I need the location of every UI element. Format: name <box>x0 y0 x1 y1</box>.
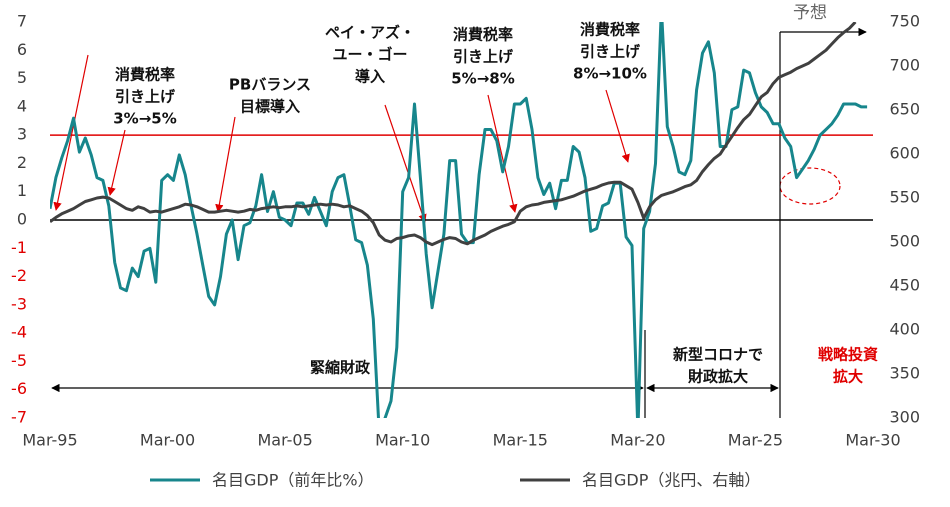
arrow <box>605 89 630 163</box>
annotation: 新型コロナで <box>673 346 763 364</box>
y-tick-label: 3 <box>17 125 27 144</box>
y2-tick-label: 750 <box>889 12 920 31</box>
arrow <box>107 129 126 196</box>
x-tick-label: Mar-05 <box>257 431 312 450</box>
annotation: 引き上げ <box>580 43 641 61</box>
y2-tick-label: 300 <box>889 408 920 427</box>
x-tick-label: Mar-00 <box>140 431 195 450</box>
x-tick-label: Mar-95 <box>22 431 77 450</box>
x-tick-label: Mar-15 <box>493 431 548 450</box>
y-tick-label: -3 <box>11 294 27 313</box>
period-markers <box>51 27 867 418</box>
y2-tick-label: 650 <box>889 100 920 119</box>
y2-tick-label: 550 <box>889 188 920 207</box>
series-line <box>50 22 868 418</box>
arrow <box>215 116 236 213</box>
annotation: 8%→10% <box>573 65 647 83</box>
y-tick-label: 2 <box>17 153 27 172</box>
annotation: 消費税率 <box>453 26 513 44</box>
y-tick-label: -6 <box>11 379 27 398</box>
annotation: 引き上げ <box>453 48 514 66</box>
x-tick-label: Mar-10 <box>375 431 430 450</box>
annotation: 消費税率 <box>580 21 640 39</box>
x-tick-label: Mar-30 <box>845 431 900 450</box>
y-tick-label: 6 <box>17 40 27 59</box>
y2-tick-label: 700 <box>889 56 920 75</box>
y-tick-label: 4 <box>17 96 27 115</box>
arrows <box>53 54 841 223</box>
annotation: ペイ・アズ・ <box>325 24 415 42</box>
y-tick-label: -1 <box>11 238 27 257</box>
y2-tick-label: 350 <box>889 364 920 383</box>
annotation: 財政拡大 <box>687 368 748 386</box>
annotation: PBバランス <box>229 76 311 94</box>
annotation: 消費税率 <box>115 66 175 84</box>
annotation: 目標導入 <box>240 98 300 116</box>
annotation: 戦略投資 <box>818 346 878 364</box>
arrow <box>487 94 518 213</box>
highlight-ellipse <box>779 167 841 205</box>
y2-tick-label: 500 <box>889 232 920 251</box>
y-tick-label: -5 <box>11 351 27 370</box>
x-tick-label: Mar-25 <box>728 431 783 450</box>
y-tick-label: 1 <box>17 181 27 200</box>
annotation: 5%→8% <box>451 70 515 88</box>
arrow <box>53 54 89 211</box>
y-tick-label: -7 <box>11 408 27 427</box>
y-tick-label: -2 <box>11 266 27 285</box>
y2-tick-label: 600 <box>889 144 920 163</box>
series-line <box>50 22 857 247</box>
annotation: 3%→5% <box>113 110 177 128</box>
y2-tick-label: 450 <box>889 276 920 295</box>
plot-area <box>50 22 868 418</box>
annotation: 予想 <box>793 3 827 23</box>
annotation: 拡大 <box>833 368 863 386</box>
annotation: 引き上げ <box>115 88 176 106</box>
y-tick-label: 5 <box>17 68 27 87</box>
annotation: 導入 <box>355 68 385 86</box>
y-tick-label: 0 <box>17 210 27 229</box>
y-tick-label: -4 <box>11 323 27 342</box>
legend-label: 名目GDP（兆円、右軸） <box>582 471 760 490</box>
annotation: ユー・ゴー <box>332 46 407 64</box>
y2-tick-label: 400 <box>889 320 920 339</box>
x-tick-label: Mar-20 <box>610 431 665 450</box>
y-tick-label: 7 <box>17 12 27 31</box>
annotation: 緊縮財政 <box>310 359 371 377</box>
arrow <box>384 104 427 223</box>
legend-label: 名目GDP（前年比%） <box>212 471 374 490</box>
